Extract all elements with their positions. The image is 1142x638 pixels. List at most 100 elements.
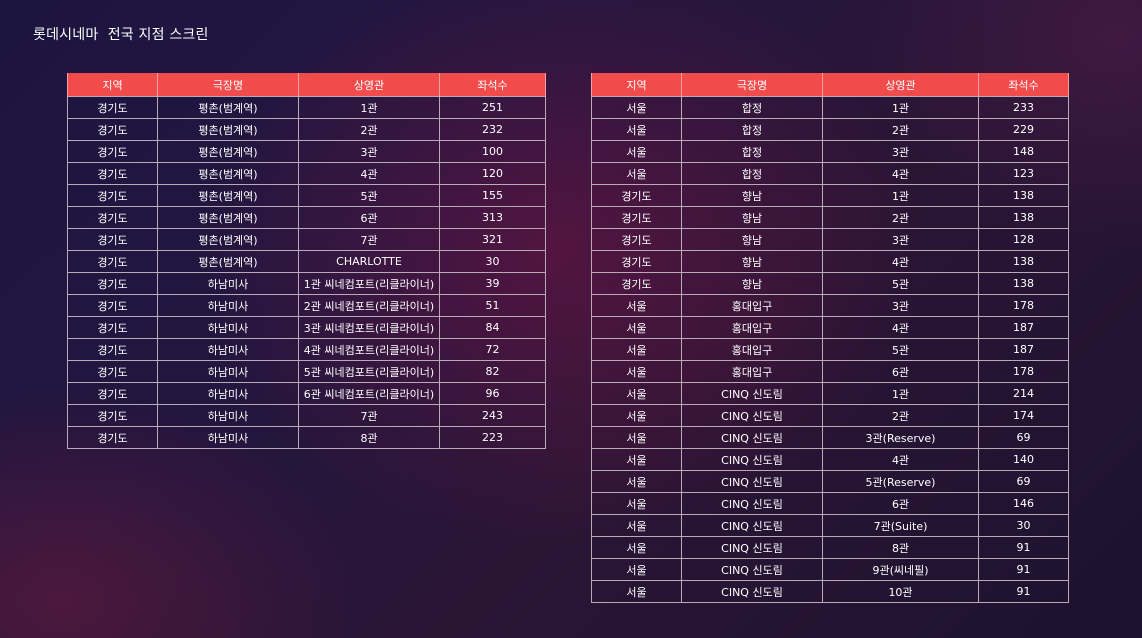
header-screen: 상영관 <box>822 73 979 97</box>
cell-region: 경기도 <box>67 140 158 163</box>
cell-screen: 3관 <box>298 140 440 163</box>
cell-theater-name: CINQ 신도림 <box>681 580 823 603</box>
cell-screen: 5관 씨네컴포트(리클라이너) <box>298 360 440 383</box>
cell-theater-name: 하남미사 <box>157 294 299 317</box>
cell-theater-name: CINQ 신도림 <box>681 558 823 581</box>
table-row: 경기도 하남미사 6관 씨네컴포트(리클라이너) 96 <box>67 382 546 405</box>
cell-region: 경기도 <box>67 382 158 405</box>
table-row: 서울 CINQ 신도림 9관(씨네필) 91 <box>591 558 1069 581</box>
cell-screen: CHARLOTTE <box>298 250 440 273</box>
cell-theater-name: 향남 <box>681 272 823 295</box>
cell-seats: 321 <box>439 228 546 251</box>
cell-region: 경기도 <box>591 228 682 251</box>
cell-seats: 187 <box>978 338 1069 361</box>
cell-region: 서울 <box>591 382 682 405</box>
cell-screen: 5관(Reserve) <box>822 470 979 493</box>
cell-screen: 6관 씨네컴포트(리클라이너) <box>298 382 440 405</box>
screen-table-left: 지역 극장명 상영관 좌석수 경기도 평촌(범계역) 1관 251 경기도 평촌(범계역)… <box>67 73 546 449</box>
cell-theater-name: 향남 <box>681 228 823 251</box>
cell-screen: 5관 <box>822 338 979 361</box>
cell-screen: 4관 <box>822 162 979 185</box>
cell-region: 서울 <box>591 492 682 515</box>
cell-theater-name: 하남미사 <box>157 316 299 339</box>
cell-theater-name: 향남 <box>681 250 823 273</box>
cell-screen: 1관 <box>822 382 979 405</box>
cell-seats: 69 <box>978 426 1069 449</box>
cell-theater-name: 하남미사 <box>157 272 299 295</box>
table-body: 경기도 평촌(범계역) 1관 251 경기도 평촌(범계역) 2관 232 경기도 평촌(범계역)… <box>67 96 546 449</box>
cell-region: 경기도 <box>67 228 158 251</box>
cell-screen: 4관 <box>298 162 440 185</box>
cell-seats: 84 <box>439 316 546 339</box>
cell-theater-name: 평촌(범계역) <box>157 162 299 185</box>
table-row: 경기도 평촌(범계역) CHARLOTTE 30 <box>67 250 546 273</box>
cell-seats: 243 <box>439 404 546 427</box>
table-row: 경기도 평촌(범계역) 4관 120 <box>67 162 546 185</box>
cell-screen: 5관 <box>822 272 979 295</box>
table-row: 서울 합정 3관 148 <box>591 140 1069 163</box>
cell-seats: 51 <box>439 294 546 317</box>
table-row: 서울 CINQ 신도림 3관(Reserve) 69 <box>591 426 1069 449</box>
header-seats: 좌석수 <box>439 73 546 97</box>
cell-screen: 1관 <box>298 96 440 119</box>
table-row: 서울 홍대입구 5관 187 <box>591 338 1069 361</box>
cell-region: 경기도 <box>67 294 158 317</box>
cell-region: 서울 <box>591 470 682 493</box>
cell-screen: 8관 <box>298 426 440 449</box>
table-row: 서울 CINQ 신도림 4관 140 <box>591 448 1069 471</box>
page-title: 롯데시네마 전국 지점 스크린 <box>33 27 209 43</box>
cell-seats: 223 <box>439 426 546 449</box>
cell-region: 서울 <box>591 558 682 581</box>
cell-theater-name: 하남미사 <box>157 338 299 361</box>
table-row: 경기도 하남미사 2관 씨네컴포트(리클라이너) 51 <box>67 294 546 317</box>
cell-screen: 8관 <box>822 536 979 559</box>
cell-seats: 39 <box>439 272 546 295</box>
cell-region: 서울 <box>591 294 682 317</box>
table-row: 경기도 하남미사 7관 243 <box>67 404 546 427</box>
cell-seats: 232 <box>439 118 546 141</box>
screen-table-right: 지역 극장명 상영관 좌석수 서울 합정 1관 233 서울 합정 2관 229 서울 합정 3관 1… <box>591 73 1069 603</box>
cell-screen: 2관 <box>822 118 979 141</box>
cell-seats: 155 <box>439 184 546 207</box>
cell-theater-name: 평촌(범계역) <box>157 228 299 251</box>
cell-seats: 91 <box>978 558 1069 581</box>
cell-screen: 1관 씨네컴포트(리클라이너) <box>298 272 440 295</box>
table-row: 경기도 평촌(범계역) 2관 232 <box>67 118 546 141</box>
cell-seats: 30 <box>439 250 546 273</box>
cell-theater-name: CINQ 신도림 <box>681 514 823 537</box>
cell-theater-name: 합정 <box>681 118 823 141</box>
header-region: 지역 <box>591 73 682 97</box>
cell-screen: 4관 씨네컴포트(리클라이너) <box>298 338 440 361</box>
table-row: 서울 합정 2관 229 <box>591 118 1069 141</box>
cell-region: 경기도 <box>67 206 158 229</box>
table-row: 서울 합정 1관 233 <box>591 96 1069 119</box>
cell-theater-name: 평촌(범계역) <box>157 140 299 163</box>
cell-theater-name: 합정 <box>681 140 823 163</box>
cell-region: 서울 <box>591 316 682 339</box>
cell-screen: 7관(Suite) <box>822 514 979 537</box>
cell-region: 서울 <box>591 404 682 427</box>
table-row: 서울 CINQ 신도림 2관 174 <box>591 404 1069 427</box>
cell-seats: 140 <box>978 448 1069 471</box>
table-row: 경기도 평촌(범계역) 6관 313 <box>67 206 546 229</box>
cell-seats: 214 <box>978 382 1069 405</box>
table-row: 서울 홍대입구 6관 178 <box>591 360 1069 383</box>
table-body: 서울 합정 1관 233 서울 합정 2관 229 서울 합정 3관 148 서울 합정 4관 123 경기도 향… <box>591 96 1069 603</box>
cell-theater-name: CINQ 신도림 <box>681 426 823 449</box>
cell-seats: 100 <box>439 140 546 163</box>
cell-screen: 7관 <box>298 228 440 251</box>
cell-region: 경기도 <box>67 118 158 141</box>
cell-theater-name: CINQ 신도림 <box>681 448 823 471</box>
cell-region: 서울 <box>591 118 682 141</box>
cell-region: 서울 <box>591 140 682 163</box>
cell-seats: 128 <box>978 228 1069 251</box>
table-row: 경기도 향남 2관 138 <box>591 206 1069 229</box>
table-row: 경기도 하남미사 1관 씨네컴포트(리클라이너) 39 <box>67 272 546 295</box>
cell-region: 서울 <box>591 360 682 383</box>
cell-screen: 7관 <box>298 404 440 427</box>
cell-region: 경기도 <box>67 162 158 185</box>
cell-region: 경기도 <box>67 96 158 119</box>
cell-region: 경기도 <box>591 272 682 295</box>
cell-seats: 30 <box>978 514 1069 537</box>
cell-theater-name: 홍대입구 <box>681 316 823 339</box>
